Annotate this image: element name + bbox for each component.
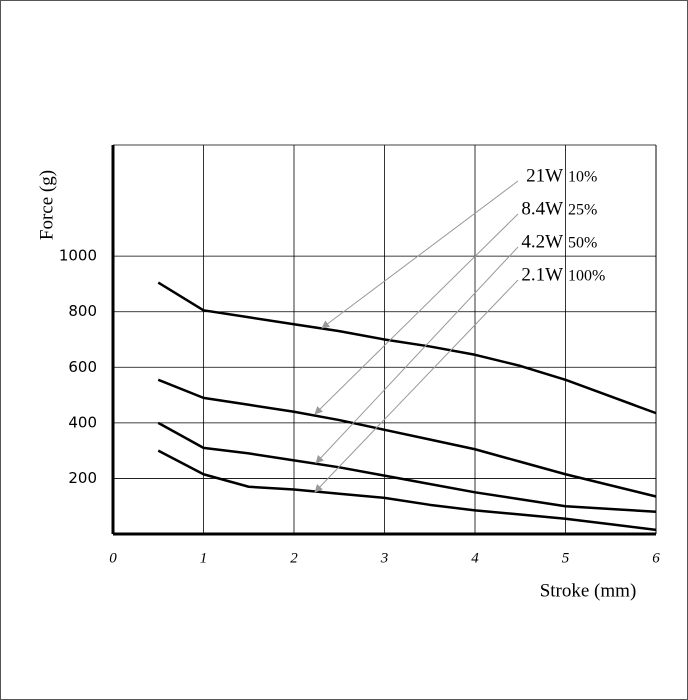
legend-duty: 10% — [568, 169, 597, 186]
y-tick-label: 400 — [68, 413, 97, 431]
legend-duty: 50% — [568, 235, 597, 252]
series-line — [157, 281, 657, 415]
legend-name: 4.2W — [521, 231, 563, 252]
legend-arrow — [321, 180, 519, 329]
legend-arrow — [314, 213, 519, 415]
legend-duty: 25% — [568, 202, 597, 219]
x-tick-label: 0 — [109, 550, 117, 566]
legend-arrow — [315, 246, 519, 464]
x-tick-label: 4 — [471, 550, 479, 566]
legend-name: 21W — [526, 165, 563, 186]
x-tick-label: 5 — [562, 550, 570, 566]
x-tick-label: 3 — [380, 550, 389, 566]
legend-name: 8.4W — [521, 198, 563, 219]
x-axis-label: Stroke (mm) — [540, 580, 637, 601]
y-axis-label: Force (g) — [36, 170, 57, 240]
legend-duty: 100% — [568, 268, 605, 285]
y-tick-label: 800 — [68, 302, 97, 320]
y-tick-label: 600 — [68, 358, 97, 376]
x-tick-label: 1 — [200, 550, 208, 566]
series-line — [157, 378, 657, 498]
series-line — [157, 421, 657, 514]
series-line — [157, 449, 657, 532]
x-tick-label: 2 — [290, 550, 298, 566]
x-tick-label: 6 — [652, 550, 660, 566]
legend-arrow — [314, 279, 519, 493]
y-tick-label: 200 — [68, 469, 97, 487]
y-tick-label: 1000 — [59, 247, 97, 265]
legend-name: 2.1W — [521, 264, 563, 285]
